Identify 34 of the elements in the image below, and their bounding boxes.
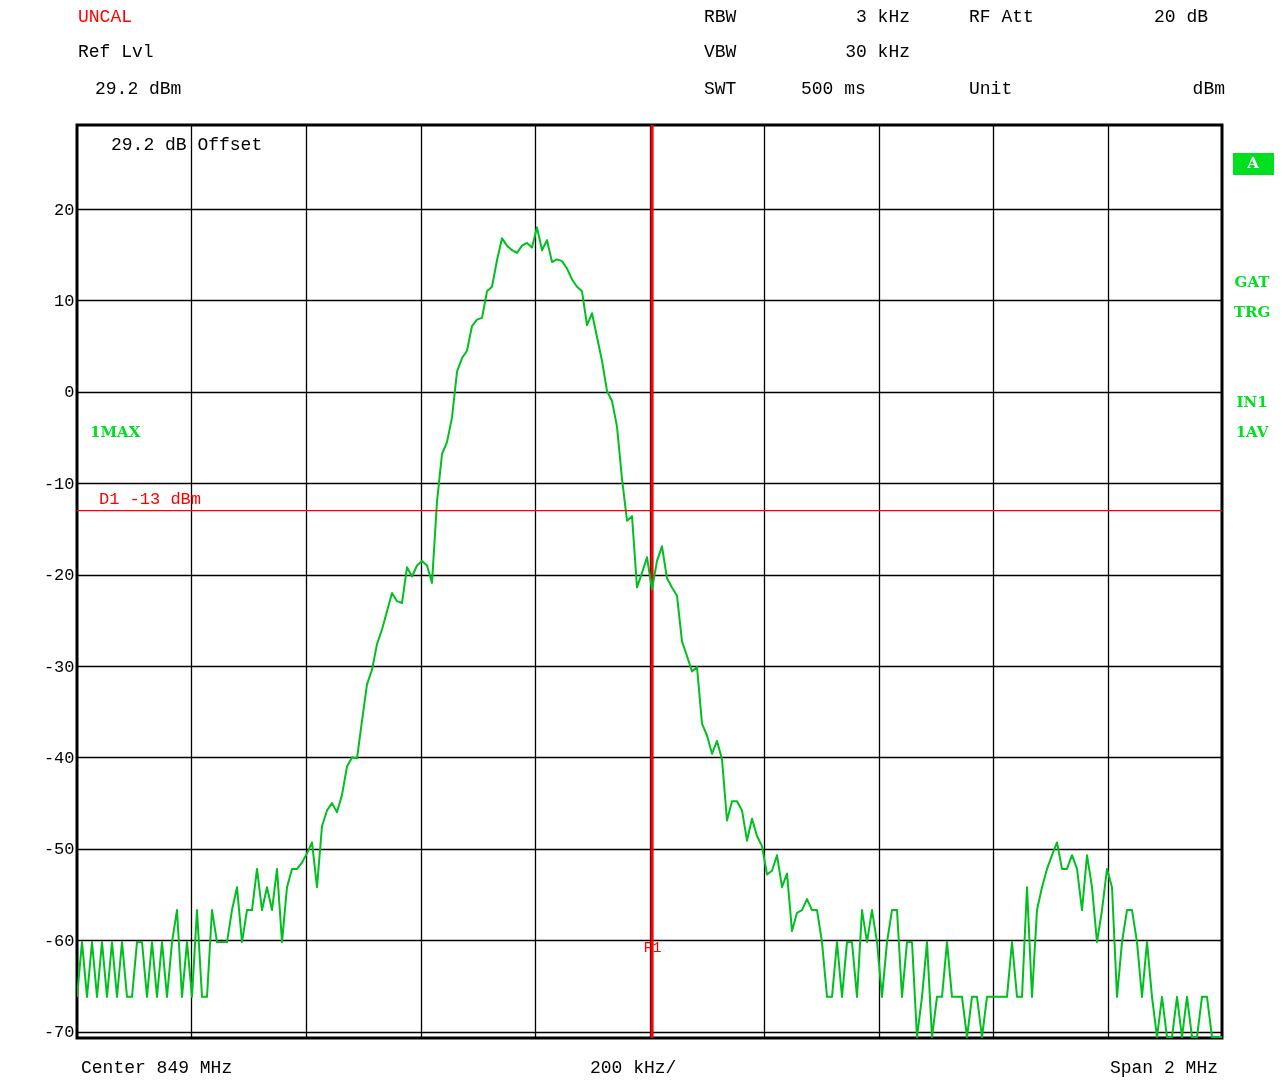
- line-series: [77, 226, 1222, 1038]
- annotation: 1MAX: [90, 423, 141, 441]
- text: dBm: [1192, 79, 1225, 99]
- y-tick-label: -20: [43, 566, 75, 586]
- y-tick-label: -10: [43, 474, 75, 494]
- text: VBW: [704, 42, 737, 62]
- text: Unit: [969, 79, 1013, 99]
- y-tick-label: 10: [54, 291, 75, 311]
- y-tick-label: -70: [43, 1023, 75, 1043]
- text: RBW: [704, 7, 737, 27]
- annotation: 29.2 dB Offset: [111, 135, 263, 155]
- text: A: [1246, 154, 1260, 172]
- text: SWT: [704, 79, 737, 99]
- text: TRG: [1233, 303, 1271, 321]
- text: 200 kHz/: [590, 1058, 677, 1078]
- text: RF Att: [969, 7, 1034, 27]
- y-tick-label: -30: [43, 657, 75, 677]
- text: UNCAL: [78, 7, 133, 27]
- text: Center 849 MHz: [81, 1058, 233, 1078]
- text: 20 dB: [1153, 7, 1209, 27]
- y-tick-label: -60: [43, 931, 75, 951]
- y-tick-label: 0: [64, 383, 75, 403]
- text: Ref Lvl: [78, 42, 154, 62]
- y-tick-label: 20: [54, 200, 75, 220]
- text: GAT: [1234, 273, 1271, 291]
- text: 3 kHz: [855, 7, 910, 27]
- text: 500 ms: [801, 79, 866, 99]
- text: IN1: [1236, 393, 1268, 411]
- text: Span 2 MHz: [1109, 1058, 1218, 1078]
- y-tick-label: -50: [43, 840, 75, 860]
- text: 29.2 dBm: [95, 79, 182, 99]
- text: 1AV: [1235, 423, 1269, 441]
- text: 30 kHz: [845, 42, 910, 62]
- y-tick-label: -40: [43, 748, 75, 768]
